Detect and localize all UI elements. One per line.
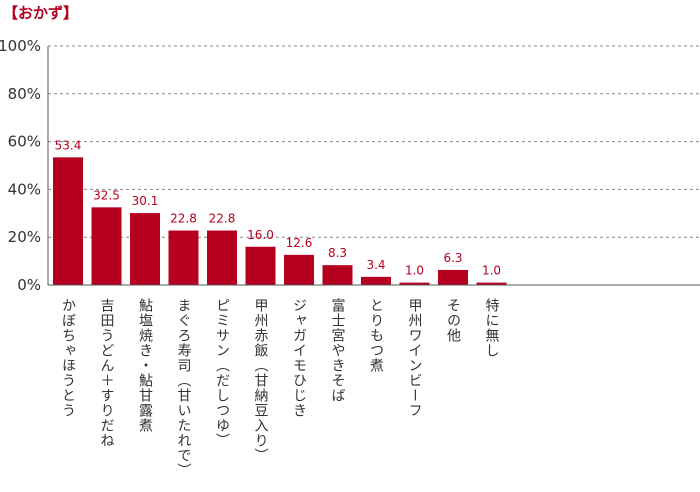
data-label: 16.0 (247, 228, 274, 242)
y-tick-label: 40% (8, 180, 41, 198)
category-label: まぐろ寿司（甘いたれで） (176, 298, 192, 478)
y-tick-label: 20% (8, 228, 41, 246)
data-label: 22.8 (170, 212, 197, 226)
y-tick-label: 80% (8, 85, 41, 103)
bar (245, 246, 276, 285)
data-label: 1.0 (405, 264, 424, 278)
y-axis-ticks: 0% 20% 40% 60% 80% 100% (0, 37, 41, 294)
data-label: 6.3 (443, 251, 462, 265)
bar (53, 157, 83, 285)
data-label: 3.4 (366, 258, 385, 272)
bar (168, 230, 199, 285)
y-tick-label: 0% (17, 276, 41, 294)
category-label: 甲州赤飯（甘納豆入り） (253, 298, 269, 463)
category-label: ピミサン（だしつゆ） (214, 298, 230, 448)
data-label: 22.8 (209, 212, 236, 226)
category-label: とりもつ煮 (368, 298, 384, 373)
y-tick-label: 100% (0, 37, 41, 55)
bar (476, 282, 507, 285)
bar (130, 213, 160, 285)
category-label: 鮎塩焼き・鮎甘露煮 (137, 298, 153, 433)
chart-title: 【おかず】 (3, 4, 79, 22)
category-label: その他 (445, 298, 461, 343)
data-label: 1.0 (482, 264, 501, 278)
data-label: 53.4 (55, 138, 82, 152)
bar (284, 254, 314, 285)
bar (438, 269, 468, 285)
bar (322, 265, 353, 285)
bar (361, 276, 391, 285)
bars (53, 157, 507, 285)
data-label: 32.5 (93, 188, 120, 202)
gridlines (48, 45, 700, 238)
data-label: 12.6 (286, 236, 313, 250)
data-label: 8.3 (328, 246, 347, 260)
data-labels: 53.4 32.5 30.1 22.8 22.8 16.0 12.6 8.3 3.4 1.0 6.3… (55, 138, 501, 277)
y-tick-label: 60% (8, 133, 41, 151)
category-label: 富士宮やきそば (330, 297, 346, 403)
category-label: 特に無し (484, 298, 500, 358)
bar (399, 282, 430, 285)
category-labels: かぼちゃほうとう 吉田うどん＋すりだね 鮎塩焼き・鮎甘露煮 まぐろ寿司（甘いたれで） ピ… (60, 297, 500, 478)
category-label: 甲州ワインビーフ (407, 298, 423, 418)
category-label: かぼちゃほうとう (60, 298, 76, 418)
bar (91, 207, 122, 285)
bar (207, 230, 237, 285)
category-label: 吉田うどん＋すりだね (99, 298, 115, 448)
data-label: 30.1 (132, 194, 159, 208)
category-label: ジャガイモひじき (291, 298, 307, 418)
